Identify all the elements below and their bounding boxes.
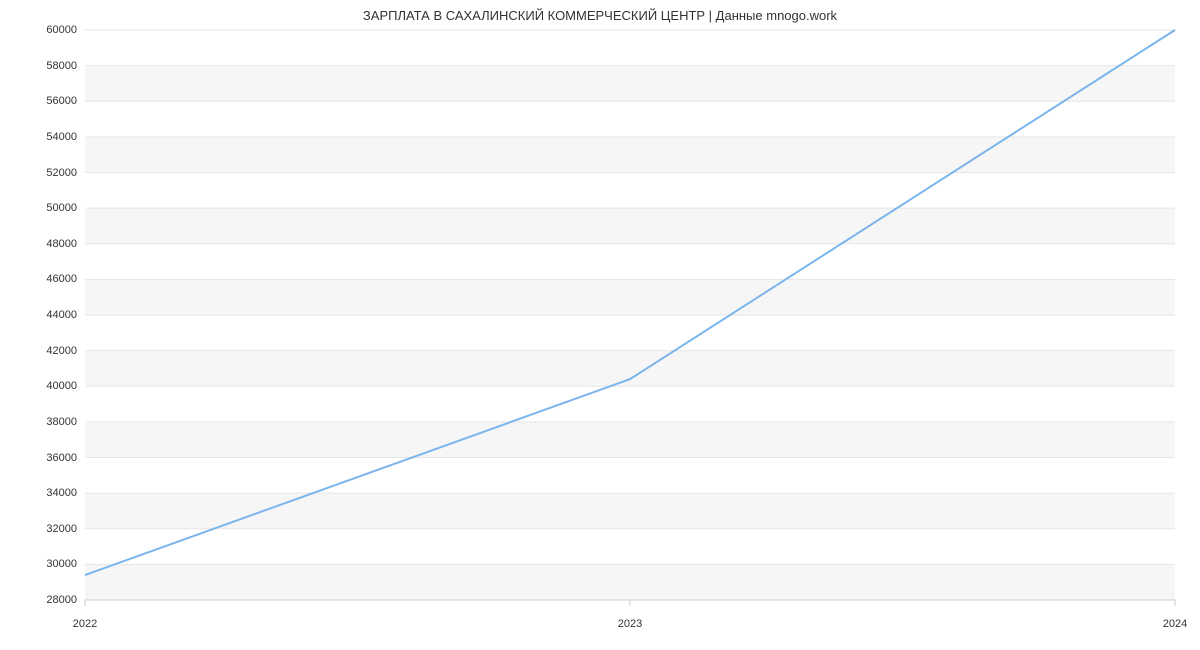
y-tick-label: 50000 <box>0 202 77 214</box>
y-tick-label: 42000 <box>0 345 77 357</box>
y-tick-label: 52000 <box>0 167 77 179</box>
plot-band <box>85 173 1175 209</box>
y-tick-label: 30000 <box>0 558 77 570</box>
y-tick-label: 38000 <box>0 416 77 428</box>
y-tick-label: 56000 <box>0 95 77 107</box>
plot-band <box>85 529 1175 565</box>
y-tick-label: 60000 <box>0 24 77 36</box>
plot-band <box>85 493 1175 529</box>
y-tick-label: 36000 <box>0 452 77 464</box>
y-tick-label: 46000 <box>0 273 77 285</box>
y-tick-label: 44000 <box>0 309 77 321</box>
x-tick-label: 2022 <box>73 618 97 630</box>
x-tick-label: 2024 <box>1163 618 1187 630</box>
chart-plot-area <box>85 30 1175 608</box>
plot-band <box>85 422 1175 458</box>
y-tick-label: 28000 <box>0 594 77 606</box>
plot-band <box>85 315 1175 351</box>
plot-band <box>85 101 1175 137</box>
plot-band <box>85 564 1175 600</box>
chart-title: ЗАРПЛАТА В САХАЛИНСКИЙ КОММЕРЧЕСКИЙ ЦЕНТ… <box>0 8 1200 23</box>
x-tick-label: 2023 <box>618 618 642 630</box>
plot-band <box>85 66 1175 102</box>
plot-band <box>85 30 1175 66</box>
y-tick-label: 58000 <box>0 60 77 72</box>
y-tick-label: 48000 <box>0 238 77 250</box>
plot-band <box>85 244 1175 280</box>
y-tick-label: 32000 <box>0 523 77 535</box>
plot-band <box>85 279 1175 315</box>
plot-band <box>85 386 1175 422</box>
y-tick-label: 54000 <box>0 131 77 143</box>
y-tick-label: 34000 <box>0 487 77 499</box>
plot-band <box>85 208 1175 244</box>
plot-band <box>85 137 1175 173</box>
y-tick-label: 40000 <box>0 380 77 392</box>
plot-band <box>85 458 1175 494</box>
plot-band <box>85 351 1175 387</box>
